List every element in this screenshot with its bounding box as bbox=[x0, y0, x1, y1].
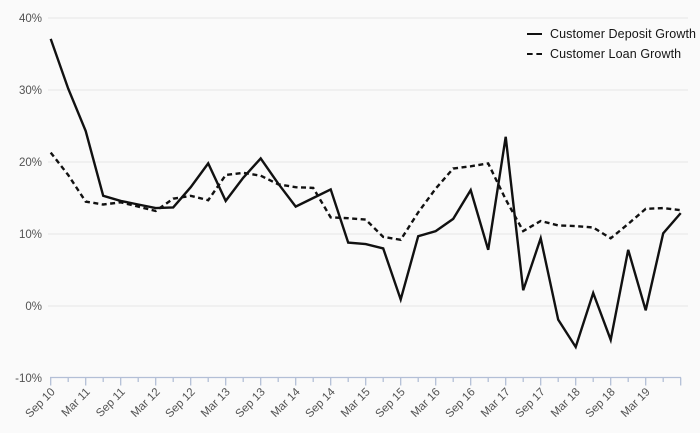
x-axis-label: Mar 15 bbox=[339, 386, 373, 420]
y-axis-label: 30% bbox=[19, 85, 42, 97]
loan-growth-line bbox=[49, 151, 681, 242]
x-axis-label: Mar 16 bbox=[409, 386, 443, 420]
solid-line-swatch-icon bbox=[527, 33, 542, 35]
x-axis-label: Sep 16 bbox=[444, 386, 478, 420]
x-axis-label: Mar 17 bbox=[479, 386, 513, 420]
x-axis-label: Sep 17 bbox=[514, 386, 548, 420]
legend-item-loan-growth[interactable]: Customer Loan Growth bbox=[527, 44, 700, 64]
x-axis-label: Sep 14 bbox=[304, 386, 339, 421]
y-axis-label: 0% bbox=[25, 301, 42, 313]
legend-label-deposit-growth: Customer Deposit Growth bbox=[550, 27, 697, 41]
x-axis-label: Mar 12 bbox=[129, 386, 163, 420]
y-axis-label: 20% bbox=[19, 157, 42, 169]
chart-legend: Customer Deposit Growth Customer Loan Gr… bbox=[527, 24, 700, 64]
x-axis-label: Mar 19 bbox=[619, 386, 653, 420]
x-axis-label: Sep 15 bbox=[374, 386, 408, 420]
dashed-line-swatch-icon bbox=[527, 53, 542, 55]
y-axis-label: -10% bbox=[15, 373, 42, 385]
x-axis-label: Sep 11 bbox=[94, 386, 128, 420]
legend-item-deposit-growth[interactable]: Customer Deposit Growth bbox=[527, 24, 700, 44]
deposit-growth-line bbox=[49, 38, 682, 350]
x-axis-label: Sep 10 bbox=[24, 386, 58, 420]
x-axis-label: Mar 11 bbox=[60, 386, 93, 419]
x-axis-label: Sep 18 bbox=[584, 386, 618, 420]
x-axis-label: Sep 13 bbox=[234, 386, 268, 420]
x-axis-label: Mar 14 bbox=[269, 386, 303, 420]
x-axis-label: Mar 13 bbox=[199, 386, 233, 420]
y-axis-label: 40% bbox=[19, 13, 42, 25]
x-axis-label: Sep 12 bbox=[164, 386, 198, 420]
x-axis-label: Mar 18 bbox=[549, 386, 583, 420]
legend-label-loan-growth: Customer Loan Growth bbox=[550, 47, 682, 61]
y-axis-label: 10% bbox=[19, 229, 42, 241]
